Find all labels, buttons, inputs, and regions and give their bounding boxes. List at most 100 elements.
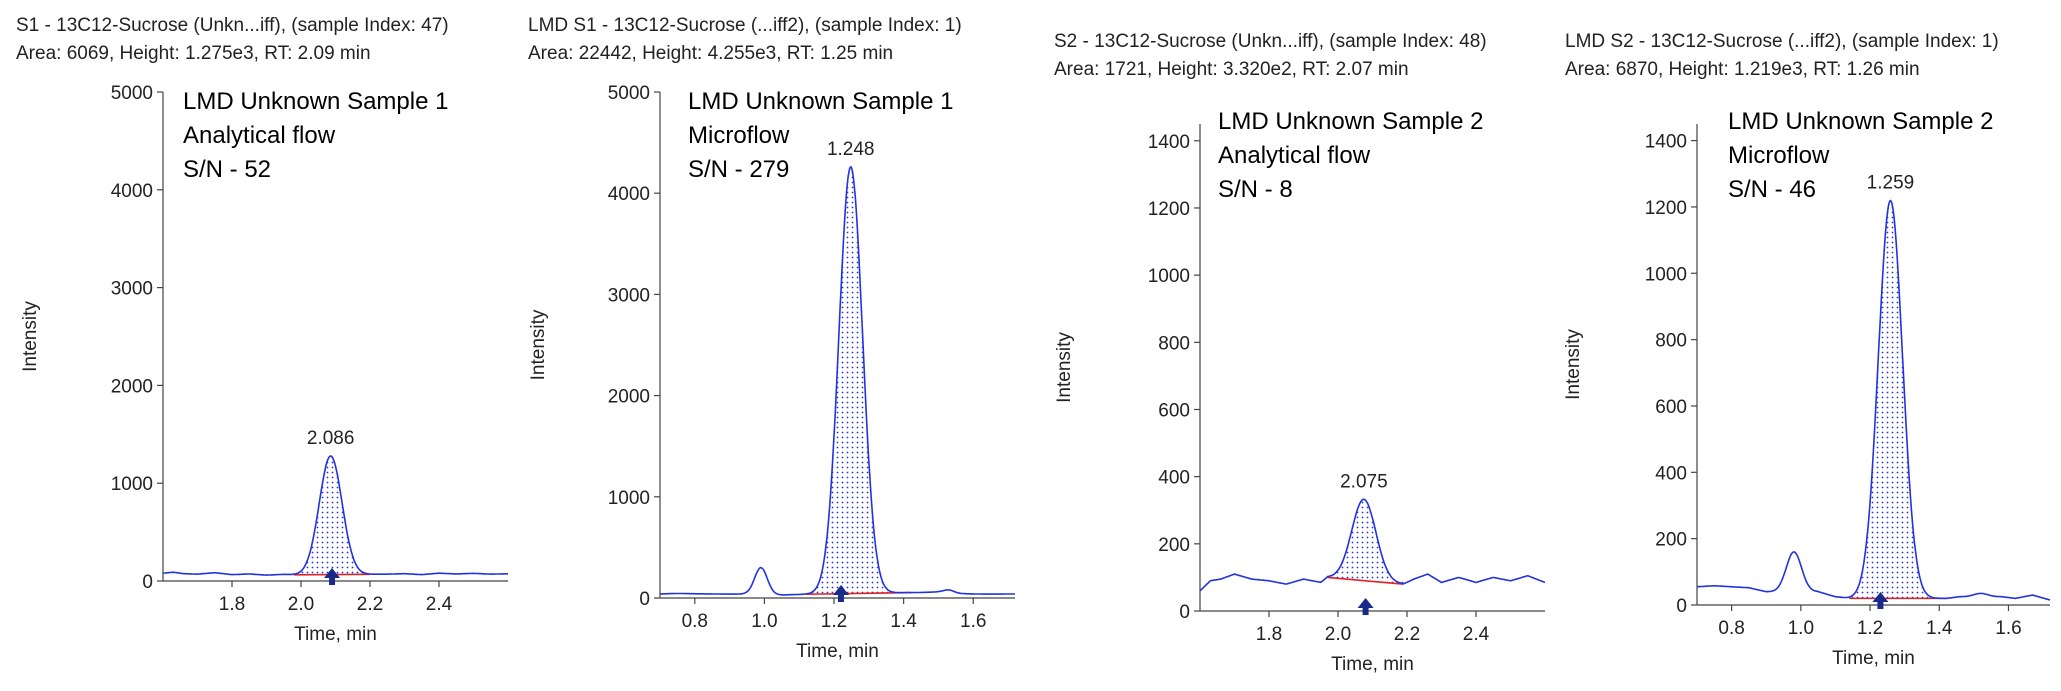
peak-area (1327, 499, 1404, 585)
y-tick-label: 2000 (608, 387, 650, 408)
y-tick-label: 1400 (1148, 132, 1190, 153)
x-tick-label: 1.4 (890, 611, 917, 632)
chart-panel-1: S1 - 13C12-Sucrose (Unkn...iff), (sample… (0, 0, 520, 691)
y-axis-title: Intensity (528, 309, 549, 380)
y-tick-label: 1000 (111, 474, 153, 495)
y-tick-label: 5000 (111, 83, 153, 104)
chromatogram-trace (162, 455, 508, 576)
annotation-line: Microflow (688, 122, 790, 149)
annotation-line: LMD Unknown Sample 2 (1218, 108, 1483, 135)
chart-header: S1 - 13C12-Sucrose (Unkn...iff), (sample… (16, 12, 449, 68)
x-tick-label: 1.2 (821, 611, 847, 632)
x-axis-title: Time, min (1331, 654, 1414, 675)
y-tick-label: 0 (639, 589, 650, 610)
x-axis-title: Time, min (294, 624, 377, 645)
chart-panel-3: S2 - 13C12-Sucrose (Unkn...iff), (sample… (1040, 0, 1555, 691)
rt-marker-arrow-icon (1872, 592, 1889, 609)
y-tick-label: 1200 (1645, 198, 1687, 219)
annotation-line: S/N - 279 (688, 156, 789, 183)
chromatogram-trace (1696, 199, 2051, 601)
sample-stats: Area: 6069, Height: 1.275e3, RT: 2.09 mi… (16, 43, 371, 64)
sample-title: S1 - 13C12-Sucrose (Unkn...iff), (sample… (16, 15, 449, 36)
y-tick-label: 600 (1158, 400, 1190, 421)
y-tick-label: 0 (1676, 596, 1687, 617)
y-tick-label: 5000 (608, 83, 650, 104)
annotation-line: LMD Unknown Sample 1 (183, 88, 448, 115)
chart-panel-2: LMD S1 - 13C12-Sucrose (...iff2), (sampl… (520, 0, 1040, 691)
sample-stats: Area: 22442, Height: 4.255e3, RT: 1.25 m… (528, 43, 894, 64)
peak-area (294, 456, 370, 575)
annotation-line: Analytical flow (1218, 142, 1371, 169)
annotation-line: S/N - 8 (1218, 176, 1293, 203)
chart-header: LMD S2 - 13C12-Sucrose (...iff2), (sampl… (1565, 28, 1999, 84)
y-axis-title: Intensity (20, 301, 41, 372)
sample-stats: Area: 1721, Height: 3.320e2, RT: 2.07 mi… (1054, 59, 1409, 80)
chromatogram-svg: 0 1000 2000 3000 4000 5000 1.8 2.0 2.2 2.4 Time, m… (20, 83, 508, 645)
y-tick-label: 400 (1158, 468, 1190, 489)
annotation-line: LMD Unknown Sample 2 (1728, 108, 1993, 135)
y-tick-label: 600 (1655, 397, 1687, 418)
sample-stats: Area: 6870, Height: 1.219e3, RT: 1.26 mi… (1565, 59, 1920, 80)
y-axis-title: Intensity (1563, 329, 1584, 400)
y-tick-label: 200 (1158, 535, 1190, 556)
y-tick-label: 1000 (1148, 266, 1190, 287)
rt-marker-arrow-icon (324, 568, 341, 585)
x-tick-label: 2.0 (288, 594, 314, 615)
y-tick-label: 200 (1655, 530, 1687, 551)
x-tick-label: 2.0 (1325, 624, 1351, 645)
x-tick-label: 1.4 (1926, 618, 1953, 639)
annotation-line: Microflow (1728, 142, 1830, 169)
x-tick-label: 2.4 (1463, 624, 1490, 645)
peak-rt-label: 1.248 (827, 139, 875, 160)
annotation-line: S/N - 46 (1728, 176, 1816, 203)
rt-marker-arrow-icon (832, 585, 849, 602)
chromatogram-svg: 0 200 400 600 800 1000 1200 1400 1.8 2.0 2.2 2.4 Tim… (1054, 108, 1546, 675)
chart-header: S2 - 13C12-Sucrose (Unkn...iff), (sample… (1054, 28, 1487, 84)
x-axis-title: Time, min (1832, 648, 1915, 669)
x-tick-label: 1.0 (751, 611, 777, 632)
y-tick-label: 1000 (1645, 264, 1687, 285)
x-tick-label: 1.8 (1256, 624, 1282, 645)
x-tick-label: 2.2 (357, 594, 383, 615)
annotation-line: Analytical flow (183, 122, 336, 149)
x-tick-label: 1.8 (219, 594, 245, 615)
x-tick-label: 1.2 (1857, 618, 1883, 639)
y-tick-label: 0 (142, 572, 153, 593)
peak-area (806, 166, 911, 595)
y-tick-label: 3000 (111, 279, 153, 300)
x-tick-label: 1.0 (1788, 618, 1814, 639)
sample-title: S2 - 13C12-Sucrose (Unkn...iff), (sample… (1054, 31, 1487, 52)
y-tick-label: 3000 (608, 285, 650, 306)
x-axis-title: Time, min (796, 641, 879, 662)
chart-header: LMD S1 - 13C12-Sucrose (...iff2), (sampl… (528, 12, 962, 68)
y-tick-label: 4000 (111, 181, 153, 202)
annotation-line: S/N - 52 (183, 156, 271, 183)
peak-rt-label: 2.075 (1340, 471, 1388, 492)
chromatogram-trace (1199, 498, 1546, 592)
y-tick-label: 1000 (608, 488, 650, 509)
integration-baseline (1327, 576, 1404, 585)
y-tick-label: 0 (1179, 602, 1190, 623)
peak-rt-label: 2.086 (307, 428, 355, 449)
x-tick-label: 1.6 (960, 611, 986, 632)
chromatogram-svg: 0 1000 2000 3000 4000 5000 0.8 1.0 1.2 1.4 1.6 Time… (528, 83, 1015, 662)
y-tick-label: 2000 (111, 376, 153, 397)
y-tick-label: 400 (1655, 463, 1687, 484)
y-tick-label: 1400 (1645, 132, 1687, 153)
sample-title: LMD S1 - 13C12-Sucrose (...iff2), (sampl… (528, 15, 962, 36)
x-tick-label: 0.8 (1718, 618, 1744, 639)
x-tick-label: 2.4 (426, 594, 453, 615)
peak-area (1849, 200, 1947, 599)
x-tick-label: 1.6 (1995, 618, 2021, 639)
y-axis-title: Intensity (1054, 332, 1075, 403)
sample-title: LMD S2 - 13C12-Sucrose (...iff2), (sampl… (1565, 31, 1999, 52)
x-tick-label: 0.8 (682, 611, 708, 632)
y-tick-label: 800 (1655, 331, 1687, 352)
y-tick-label: 1200 (1148, 199, 1190, 220)
y-tick-label: 800 (1158, 333, 1190, 354)
x-tick-label: 2.2 (1394, 624, 1420, 645)
chromatogram-trace (659, 166, 1015, 596)
rt-marker-arrow-icon (1357, 598, 1374, 615)
annotation-line: LMD Unknown Sample 1 (688, 88, 953, 115)
chart-panel-4: LMD S2 - 13C12-Sucrose (...iff2), (sampl… (1555, 0, 2061, 691)
